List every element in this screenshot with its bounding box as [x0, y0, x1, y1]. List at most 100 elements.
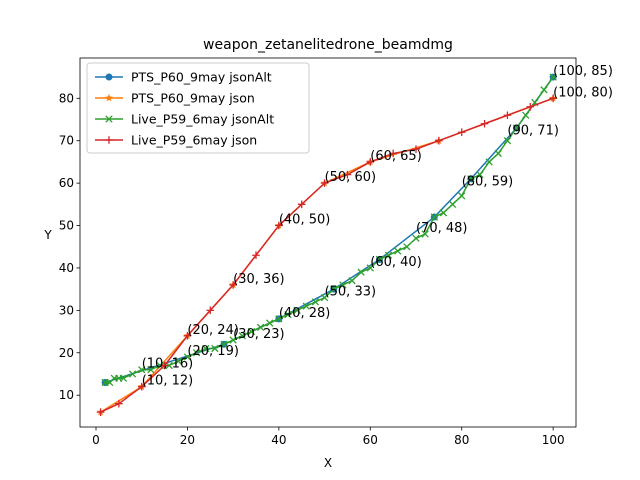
- series-4-point: [389, 149, 397, 158]
- series-3-point: [448, 200, 457, 208]
- series-3-point: [211, 344, 219, 353]
- x-tick-label: 100: [542, 433, 565, 447]
- series-3-point: [229, 336, 237, 344]
- data-label: (100, 85): [553, 64, 613, 79]
- y-tick-label: 50: [59, 219, 74, 233]
- series-3-point: [256, 323, 265, 331]
- series-3-point: [549, 73, 557, 81]
- data-label: (20, 24): [187, 323, 239, 338]
- data-label: (20, 19): [187, 344, 239, 359]
- series-3-point: [293, 306, 301, 315]
- series-3-point: [238, 332, 246, 340]
- series-4-point: [252, 251, 260, 260]
- x-axis-label: X: [324, 456, 332, 470]
- legend-entry-label: Live_P59_6may jsonAlt: [131, 112, 274, 127]
- data-label: (30, 36): [233, 272, 285, 287]
- x-tick-label: 40: [271, 433, 286, 447]
- series-4-point: [549, 94, 557, 103]
- series-4-point: [297, 200, 306, 209]
- series-3-point: [320, 293, 329, 302]
- series-4-point: [480, 119, 489, 128]
- data-label: (10, 16): [142, 357, 194, 372]
- chart-title: weapon_zetanelitedrone_beamdmg: [203, 37, 453, 53]
- series-3-point: [302, 302, 310, 310]
- data-label: (60, 40): [370, 255, 422, 270]
- legend-swatch-marker: [105, 93, 113, 102]
- series-3-point: [375, 255, 384, 264]
- series-3-point: [266, 319, 274, 327]
- series-3-point: [430, 213, 438, 221]
- series-3-point: [192, 349, 201, 357]
- series-3-point: [394, 247, 402, 255]
- series-4-point: [183, 332, 192, 340]
- series-4-point: [229, 281, 237, 289]
- series-3-point: [174, 357, 182, 365]
- data-label: (50, 60): [325, 170, 377, 185]
- series-3-point: [202, 344, 210, 353]
- y-tick-label: 10: [59, 388, 74, 402]
- series-4-point: [366, 158, 375, 166]
- y-tick-label: 60: [59, 176, 74, 190]
- series-4-point: [206, 306, 215, 315]
- series-3-point: [247, 327, 256, 336]
- series-3-point: [522, 111, 530, 119]
- legend-box: [86, 62, 310, 154]
- legend-entry-label: PTS_P60_9may json: [131, 91, 255, 106]
- data-label: (10, 12): [142, 374, 194, 389]
- plot-area: (10, 12) (10, 16) (20, 24) (20, 19) (30, 36)…: [59, 57, 613, 447]
- series-4-point: [457, 128, 466, 137]
- series-4-point: [160, 361, 169, 370]
- series-3-point: [330, 285, 338, 293]
- data-label: (100, 80): [553, 85, 613, 100]
- x-tick-label: 20: [180, 433, 195, 447]
- series-3-point: [119, 374, 128, 382]
- y-tick-label: 80: [59, 91, 74, 105]
- data-label: (70, 48): [416, 221, 468, 236]
- y-axis-label: Y: [43, 228, 52, 242]
- y-tick-label: 20: [59, 346, 74, 360]
- x-tick-label: 60: [363, 433, 378, 447]
- series-3-point: [403, 243, 411, 251]
- series-3-point: [384, 251, 393, 259]
- series-3-point: [138, 366, 146, 374]
- legend: PTS_P60_9may jsonAlt PTS_P60_9may json Liv…: [86, 62, 310, 154]
- series-3-point: [421, 230, 429, 238]
- y-tick-label: 40: [59, 261, 74, 275]
- data-label: (60, 65): [370, 149, 422, 164]
- series-4-point: [343, 170, 352, 179]
- series-3-point: [183, 353, 192, 361]
- series-4-point: [137, 382, 146, 391]
- series-3-point: [458, 192, 466, 200]
- data-label: (30, 23): [233, 327, 285, 342]
- legend-swatch-marker: [105, 73, 113, 81]
- series-3-point: [476, 170, 484, 179]
- series-4-point: [96, 408, 105, 416]
- series-4-point: [115, 399, 123, 408]
- series-4-point: [320, 179, 329, 187]
- series-3-point: [485, 158, 493, 166]
- series-4-point: [275, 221, 283, 230]
- legend-entry-label: Live_P59_6may json: [131, 133, 257, 148]
- x-tick-label: 0: [92, 433, 100, 447]
- series-3-point: [311, 298, 320, 306]
- data-label: (40, 28): [279, 306, 331, 321]
- series-3-point: [284, 310, 292, 319]
- axes-frame: [79, 57, 577, 428]
- series-3-point: [540, 86, 548, 94]
- series-3-point: [503, 137, 512, 145]
- series-4-group: [96, 94, 557, 416]
- data-label: (40, 50): [279, 213, 331, 228]
- series-3-point: [348, 277, 356, 285]
- series-4-point: [526, 102, 535, 111]
- series-4-point: [412, 145, 420, 153]
- series-3-point: [275, 315, 283, 323]
- legend-entry-label: PTS_P60_9may jsonAlt: [131, 70, 272, 85]
- series-3-point: [467, 175, 475, 183]
- y-tick-label: 70: [59, 134, 74, 148]
- series-3-point: [512, 124, 521, 132]
- series-3-point: [357, 268, 365, 276]
- series-3-point: [220, 340, 228, 348]
- series-3-point: [339, 281, 347, 289]
- data-label: (50, 33): [325, 285, 377, 300]
